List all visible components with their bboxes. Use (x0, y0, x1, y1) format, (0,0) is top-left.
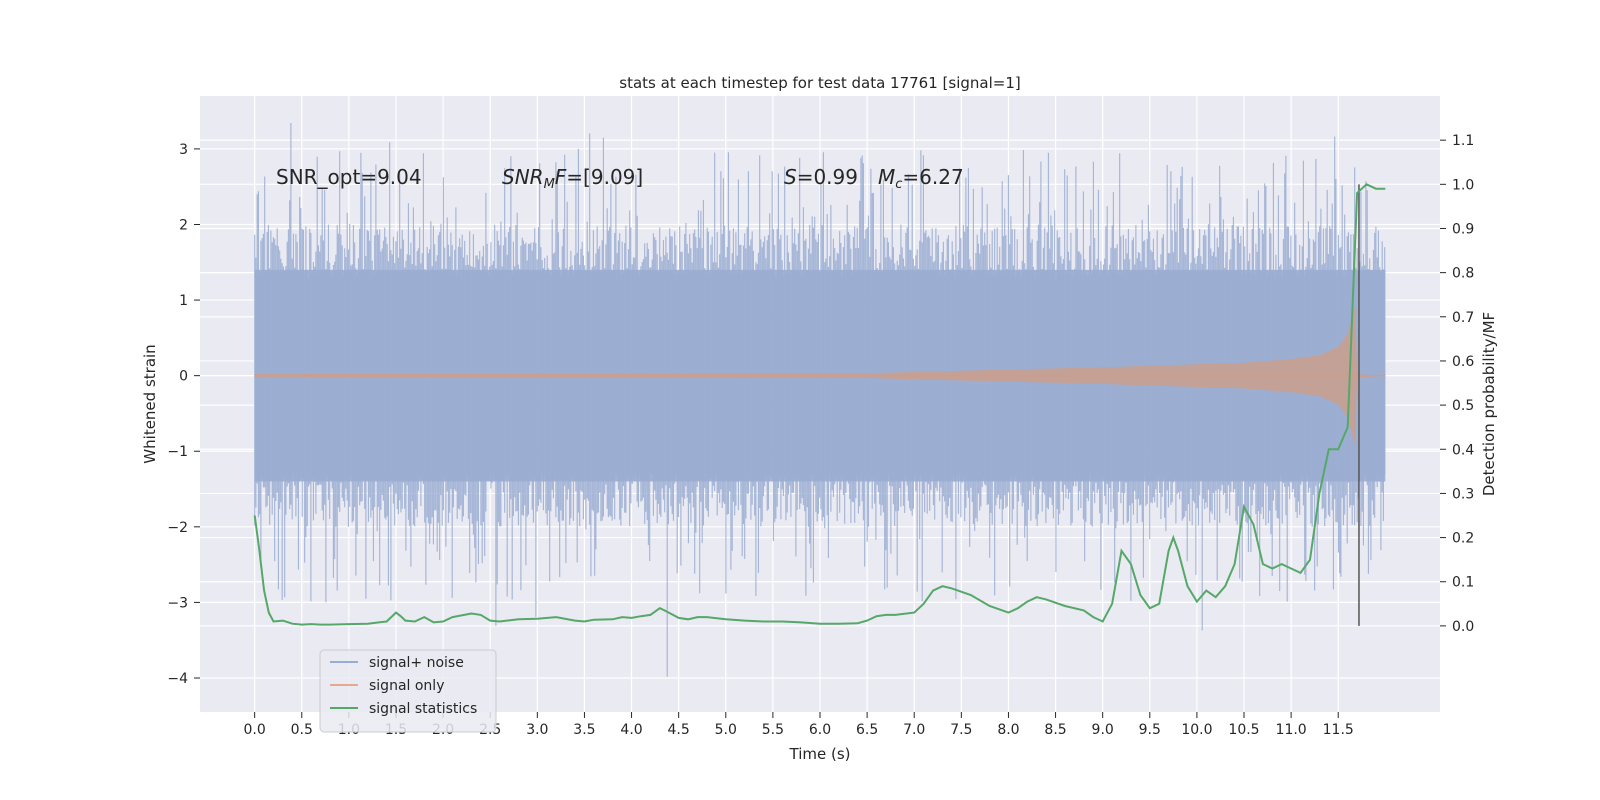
y-tick-label-0: 3 (179, 142, 188, 158)
y-right-axis-ticks: 1.1 1.0 0.9 0.8 0.7 0.6 0.5 0.4 0.3 0.2 0.1 0.0 (1440, 133, 1474, 635)
chart-title: stats at each timestep for test data 177… (619, 74, 1020, 92)
x-tick-label-18: 9.0 (1092, 722, 1114, 738)
x-tick-label-23: 11.5 (1323, 722, 1354, 738)
mc-main: M (878, 165, 895, 189)
x-tick-label-6: 3.0 (526, 722, 548, 738)
legend-box (319, 649, 497, 733)
y-axis-label: Whitened strain (141, 344, 159, 463)
x-tick-label-16: 8.0 (997, 722, 1019, 738)
legend: signal+ noise signal only signal statist… (319, 649, 497, 733)
y-tick-label-2: 1 (179, 293, 188, 309)
s-main: S (784, 165, 797, 189)
y-right-axis-label: Detection probability/MF (1480, 312, 1498, 496)
legend-label-signal-only: signal only (369, 678, 444, 694)
y-right-tick-label-2: 0.9 (1452, 221, 1474, 237)
y-tick-label-6: −3 (167, 595, 188, 611)
y-right-tick-label-3: 0.8 (1452, 266, 1474, 282)
y-right-tick-label-10: 0.1 (1452, 575, 1474, 591)
y-right-tick-label-7: 0.4 (1452, 442, 1474, 458)
snr-mf-main: SNR (502, 165, 544, 189)
x-tick-label-20: 10.0 (1181, 722, 1212, 738)
annotation-mc: Mc=6.27 (878, 165, 964, 192)
mc-sub: c (895, 177, 902, 192)
y-right-tick-label-0: 1.1 (1452, 133, 1474, 149)
y-tick-label-3: 0 (179, 369, 188, 385)
x-tick-label-1: 0.5 (291, 722, 313, 738)
x-tick-label-14: 7.0 (903, 722, 925, 738)
mc-value: =6.27 (902, 165, 963, 189)
x-tick-label-10: 5.0 (715, 722, 737, 738)
x-axis-label: Time (s) (789, 745, 851, 763)
x-tick-label-13: 6.5 (856, 722, 878, 738)
legend-label-signal-statistics: signal statistics (369, 701, 477, 717)
y-tick-label-1: 2 (179, 217, 188, 233)
y-right-tick-label-8: 0.3 (1452, 486, 1474, 502)
y-right-tick-label-4: 0.7 (1452, 310, 1474, 326)
x-tick-label-9: 4.5 (668, 722, 690, 738)
annotation-snr-mf: SNRMF=[9.09] (502, 165, 643, 192)
y-tick-label-5: −2 (167, 520, 188, 536)
y-right-tick-label-1: 1.0 (1452, 177, 1474, 193)
snr-mf-rest-italic: F (555, 165, 567, 189)
series-signal-statistics (253, 183, 1386, 626)
x-tick-label-8: 4.0 (620, 722, 642, 738)
x-tick-label-0: 0.0 (244, 722, 266, 738)
x-axis-ticks: 0.00.51.01.52.02.53.03.54.04.55.05.56.06… (244, 712, 1354, 738)
y-right-tick-label-5: 0.6 (1452, 354, 1474, 370)
x-tick-label-19: 9.5 (1139, 722, 1161, 738)
series-signal-only (254, 305, 1386, 446)
snr-mf-value: =[9.09] (566, 165, 643, 189)
x-tick-label-21: 10.5 (1228, 722, 1259, 738)
y-tick-label-4: −1 (167, 444, 188, 460)
x-tick-label-22: 11.0 (1276, 722, 1307, 738)
y-axis-ticks: 3 2 1 0 −1 −2 −3 −4 (167, 142, 200, 687)
annotation-s: S=0.99 (784, 165, 858, 189)
y-right-tick-label-6: 0.5 (1452, 398, 1474, 414)
y-right-tick-label-9: 0.2 (1452, 531, 1474, 547)
x-tick-label-7: 3.5 (573, 722, 595, 738)
legend-label-signal-noise: signal+ noise (369, 655, 464, 671)
annotation-snr-opt: SNR_opt=9.04 (276, 165, 422, 189)
x-tick-label-12: 6.0 (809, 722, 831, 738)
x-tick-label-15: 7.5 (950, 722, 972, 738)
y-tick-label-7: −4 (167, 671, 188, 687)
y-right-tick-label-11: 0.0 (1452, 619, 1474, 635)
x-tick-label-11: 5.5 (762, 722, 784, 738)
s-value: =0.99 (797, 165, 858, 189)
snr-mf-sub: M (544, 177, 555, 192)
x-tick-label-17: 8.5 (1044, 722, 1066, 738)
